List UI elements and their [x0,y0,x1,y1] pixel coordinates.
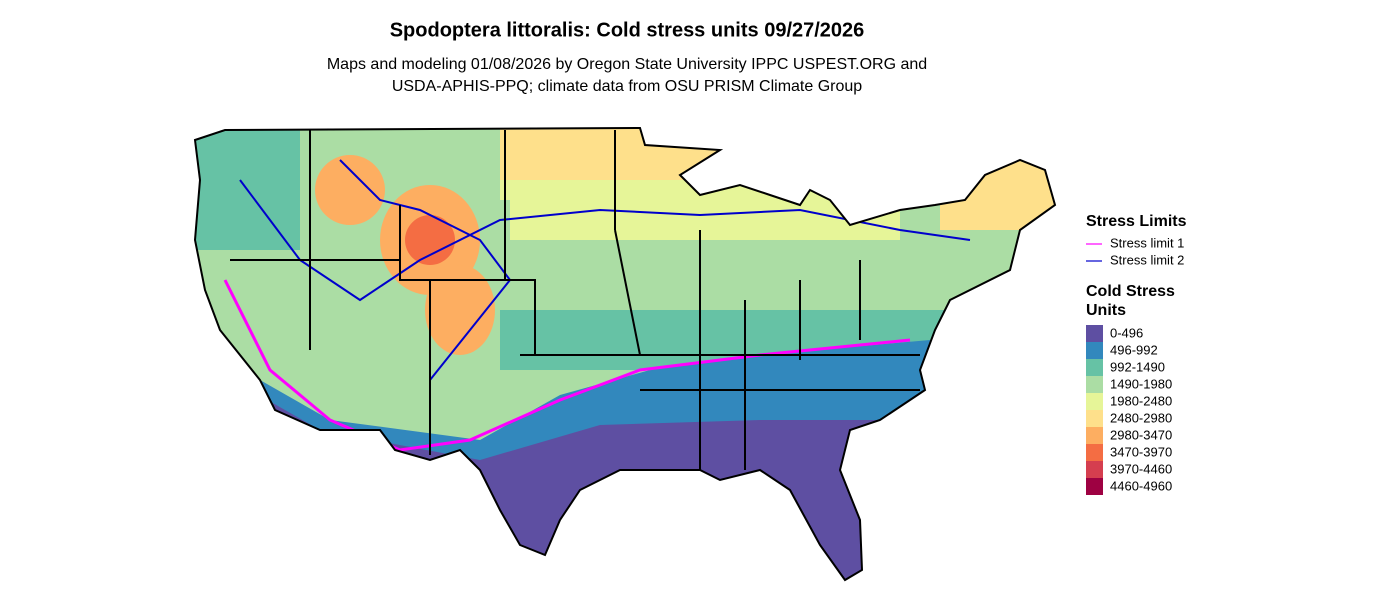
legend-label: Stress limit 2 [1110,252,1184,267]
legend-title: Stress Limits [1086,213,1187,230]
legend-swatch [1086,444,1103,461]
map [195,128,1055,580]
legend-label: 3970-4460 [1110,461,1172,476]
legend-swatch [1086,393,1103,410]
legend-label: 2980-3470 [1110,427,1172,442]
legend-label: 1490-1980 [1110,376,1172,391]
subtitle: Maps and modeling 01/08/2026 by Oregon S… [327,56,927,73]
legend-label: 3470-3970 [1110,444,1172,459]
legend-label: 0-496 [1110,325,1143,340]
legend-label: Stress limit 1 [1110,235,1184,250]
legend: Stress Limits Stress limit 1 Stress limit … [1086,213,1187,495]
legend-swatch [1086,376,1103,393]
legend-label: 1980-2480 [1110,393,1172,408]
legend-swatch [1086,325,1103,342]
title: Spodoptera littoralis: Cold stress units… [390,19,865,41]
subtitle: USDA-APHIS-PPQ; climate data from OSU PR… [392,78,862,95]
legend-swatch [1086,427,1103,444]
legend-swatch [1086,461,1103,478]
legend-title: Units [1086,302,1126,319]
legend-label: 2480-2980 [1110,410,1172,425]
legend-label: 992-1490 [1110,359,1165,374]
legend-title: Cold Stress [1086,283,1175,300]
legend-label: 4460-4960 [1110,478,1172,493]
state-borders [193,126,1057,582]
legend-swatch [1086,478,1103,495]
legend-swatch [1086,359,1103,376]
legend-swatch [1086,410,1103,427]
legend-label: 496-992 [1110,342,1158,357]
legend-swatch [1086,342,1103,359]
